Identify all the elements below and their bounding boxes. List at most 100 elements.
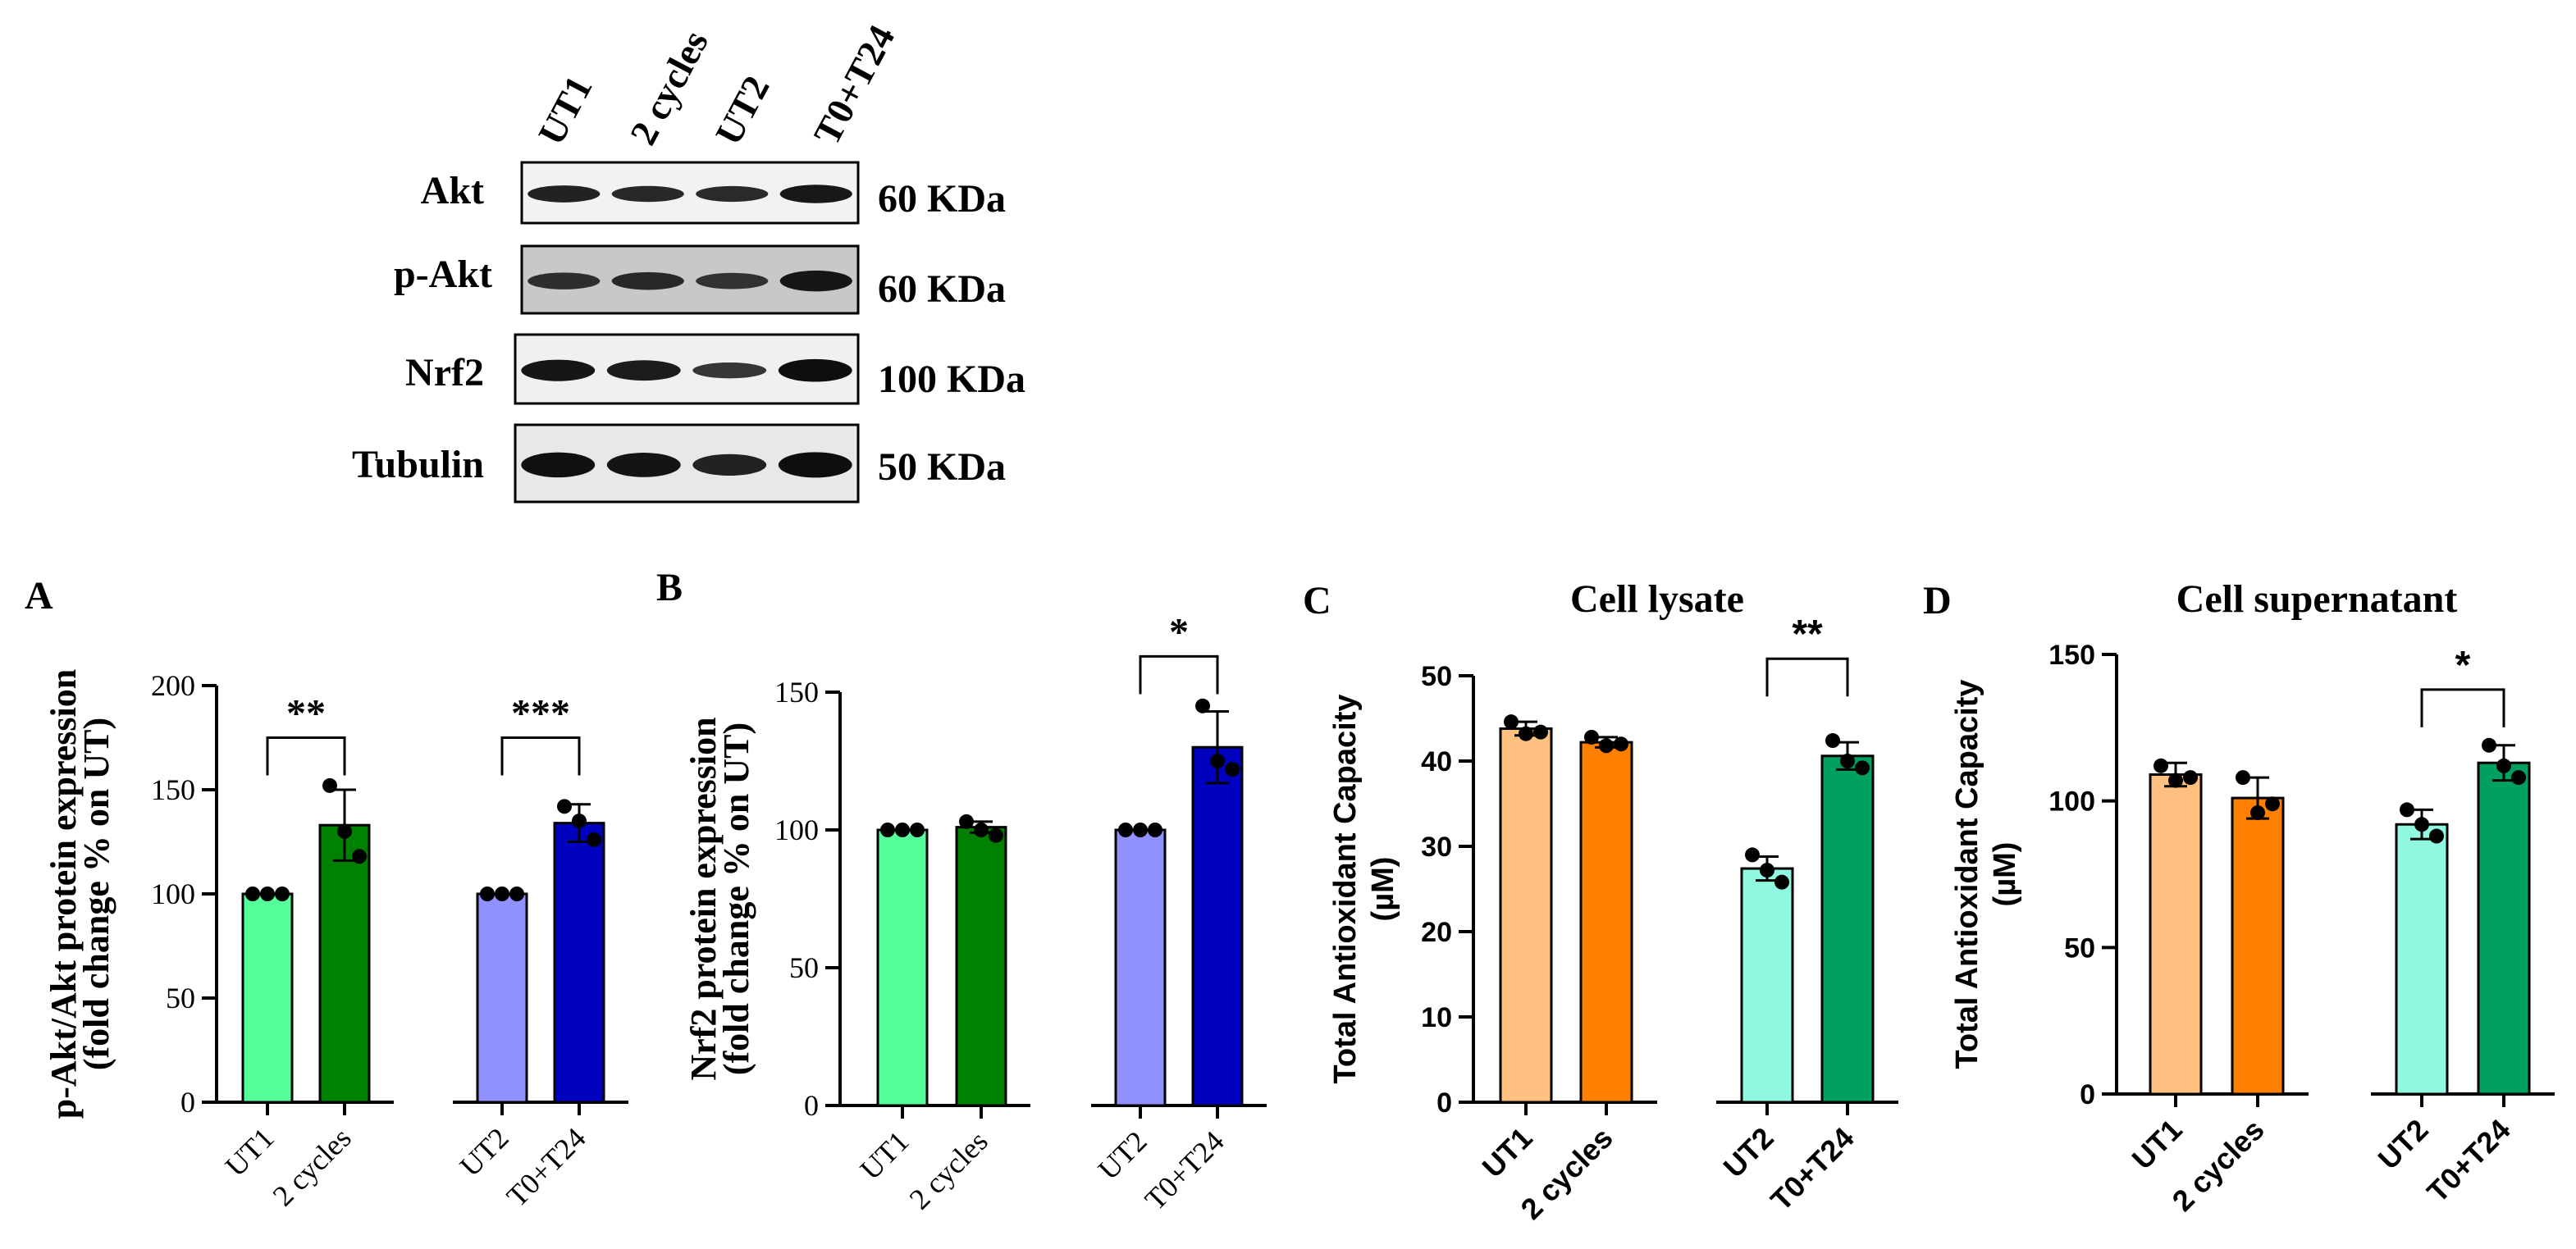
chart-panel-d: D Cell supernatant Total Antioxidant Capac…: [1923, 577, 2555, 1218]
data-point: [1504, 714, 1519, 730]
y-tick-label: 40: [1421, 746, 1452, 777]
y-tick-label: 100: [151, 877, 195, 910]
data-point: [1774, 874, 1789, 890]
data-point: [260, 887, 275, 901]
data-point: [895, 823, 910, 837]
y-tick-label: 0: [2080, 1079, 2095, 1110]
data-point: [989, 827, 1003, 843]
y-axis-label: (µM): [1988, 842, 2022, 907]
data-point: [2429, 828, 2444, 844]
x-tick-label: UT2: [2372, 1113, 2435, 1176]
y-tick-label: 50: [166, 982, 195, 1014]
blot-band: [778, 358, 852, 382]
blot-mw-label: 60 KDa: [878, 267, 1006, 311]
bar: [241, 892, 294, 1104]
x-tick-label: 2 cycles: [903, 1124, 994, 1215]
y-axis-label: Total Antioxidant Capacity: [1950, 679, 1985, 1069]
y-tick-label: 100: [774, 814, 819, 846]
blot-band: [521, 359, 596, 381]
chart-panel-b: B Nrf2 protein expression(fold change % o…: [656, 566, 1267, 1216]
blot-band: [521, 452, 596, 478]
x-tick-label: T0+T24: [2420, 1113, 2516, 1209]
chart-title: Cell supernatant: [2176, 577, 2458, 621]
panel-letter: D: [1923, 579, 1952, 622]
y-axis-label: Nrf2 protein expression: [683, 717, 724, 1080]
y-tick-label: 20: [1421, 917, 1452, 948]
significance-bracket: [1139, 654, 1219, 695]
y-tick-label: 10: [1421, 1002, 1452, 1033]
data-point: [337, 823, 352, 839]
data-point: [1148, 823, 1162, 837]
data-point: [275, 887, 290, 901]
chart-panel-c: C Cell lysate Total Antioxidant Capacity (µ…: [1303, 577, 1898, 1226]
data-point: [2236, 770, 2250, 786]
bar-charts: Ap-Akt/Akt protein expression(fold chang…: [25, 566, 2555, 1226]
x-tick-label: 2 cycles: [2166, 1113, 2271, 1218]
blot-band: [611, 185, 684, 203]
data-point: [1614, 736, 1628, 752]
chart-panel-a: Ap-Akt/Akt protein expression(fold chang…: [25, 574, 628, 1213]
y-tick-label: 200: [151, 669, 195, 702]
significance-bracket: [500, 736, 581, 776]
x-tick-label: T0+T24: [1764, 1121, 1860, 1217]
y-tick-label: 100: [2048, 786, 2095, 818]
blot-band: [779, 270, 852, 292]
data-point: [1599, 738, 1614, 754]
x-tick-label: UT2: [1717, 1121, 1780, 1184]
data-point: [2250, 805, 2265, 820]
y-axis-label: Total Antioxidant Capacity: [1328, 694, 1363, 1083]
data-point: [1745, 847, 1760, 863]
blot-mw-label: 100 KDa: [878, 358, 1025, 401]
blot-lane-label: T0+T24: [806, 19, 903, 152]
data-point: [1118, 823, 1133, 837]
data-point: [2183, 770, 2198, 786]
bar: [2395, 823, 2449, 1096]
significance-label: *: [2455, 644, 2471, 687]
x-tick-label: T0+T24: [500, 1121, 592, 1213]
bar: [318, 823, 371, 1104]
bar: [553, 822, 605, 1104]
data-point: [1825, 733, 1840, 749]
blot-protein-label: Tubulin: [352, 443, 484, 486]
data-point: [2168, 773, 2183, 788]
x-tick-label: UT2: [1092, 1124, 1153, 1186]
data-point: [1840, 754, 1855, 768]
bar: [955, 826, 1007, 1107]
blot-band: [606, 360, 681, 381]
y-axis-label: p-Akt/Akt protein expression: [43, 669, 84, 1119]
data-point: [2414, 817, 2429, 832]
data-point: [2496, 758, 2511, 773]
y-tick-label: 50: [2064, 932, 2095, 964]
data-point: [572, 814, 587, 829]
data-point: [959, 814, 974, 829]
blot-protein-label: Nrf2: [405, 351, 484, 394]
significance-label: **: [1792, 613, 1823, 656]
data-point: [1210, 754, 1225, 768]
blot-band: [528, 272, 601, 289]
x-tick-label: T0+T24: [1139, 1124, 1231, 1216]
data-point: [1760, 863, 1774, 878]
blot-lane-label: 2 cycles: [622, 24, 716, 152]
blot-protein-label: Akt: [421, 169, 484, 212]
data-point: [1533, 724, 1548, 740]
blot-band: [611, 271, 684, 290]
data-point: [880, 823, 895, 837]
y-tick-label: 0: [1436, 1087, 1452, 1119]
bar: [1740, 867, 1794, 1104]
data-point: [1195, 698, 1210, 713]
x-tick-label: UT1: [1476, 1121, 1539, 1184]
y-axis-label: (fold change % on UT): [716, 723, 756, 1075]
data-point: [2265, 796, 2280, 812]
y-tick-label: 50: [789, 951, 819, 984]
y-axis-label: (µM): [1366, 857, 1400, 922]
data-point: [557, 799, 572, 814]
data-point: [322, 777, 337, 793]
significance-label: **: [286, 692, 326, 736]
data-point: [1225, 762, 1240, 777]
blot-lane-label: UT2: [707, 69, 778, 152]
panel-letter: C: [1303, 579, 1331, 622]
data-point: [495, 887, 509, 901]
blot-band: [528, 185, 601, 203]
